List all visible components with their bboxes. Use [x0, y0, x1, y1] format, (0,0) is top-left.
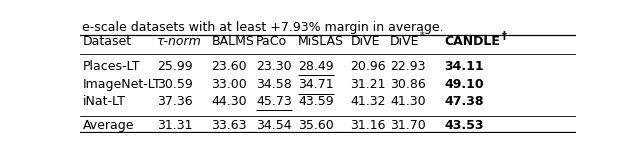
Text: 31.21: 31.21 [350, 78, 386, 91]
Text: 34.11: 34.11 [445, 60, 484, 73]
Text: iNat-LT: iNat-LT [83, 95, 125, 108]
Text: 49.10: 49.10 [445, 78, 484, 91]
Text: 22.93: 22.93 [390, 60, 426, 73]
Text: 33.63: 33.63 [211, 119, 247, 132]
Text: 43.59: 43.59 [298, 95, 334, 108]
Text: 35.60: 35.60 [298, 119, 334, 132]
Text: 30.86: 30.86 [390, 78, 426, 91]
Text: 45.73: 45.73 [256, 95, 292, 108]
Text: 33.00: 33.00 [211, 78, 247, 91]
Text: 31.16: 31.16 [350, 119, 386, 132]
Text: CANDLE: CANDLE [445, 35, 500, 48]
Text: Average: Average [83, 119, 134, 132]
Text: 47.38: 47.38 [445, 95, 484, 108]
Text: 23.60: 23.60 [211, 60, 247, 73]
Text: BALMS: BALMS [211, 35, 254, 48]
Text: 43.53: 43.53 [445, 119, 484, 132]
Text: 41.32: 41.32 [350, 95, 386, 108]
Text: 31.31: 31.31 [157, 119, 193, 132]
Text: *: * [420, 31, 425, 41]
Text: 31.70: 31.70 [390, 119, 426, 132]
Text: 34.54: 34.54 [256, 119, 292, 132]
Text: 30.59: 30.59 [157, 78, 193, 91]
Text: 34.58: 34.58 [256, 78, 292, 91]
Text: 23.30: 23.30 [256, 60, 292, 73]
Text: 41.30: 41.30 [390, 95, 426, 108]
Text: 20.96: 20.96 [350, 60, 386, 73]
Text: Dataset: Dataset [83, 35, 132, 48]
Text: Places-LT: Places-LT [83, 60, 140, 73]
Text: †: † [501, 31, 506, 41]
Text: 25.99: 25.99 [157, 60, 193, 73]
Text: PaCo: PaCo [256, 35, 287, 48]
Text: ImageNet-LT: ImageNet-LT [83, 78, 161, 91]
Text: DiVE: DiVE [390, 35, 419, 48]
Text: τ-norm: τ-norm [157, 35, 202, 48]
Text: DiVE: DiVE [350, 35, 380, 48]
Text: 37.36: 37.36 [157, 95, 193, 108]
Text: e-scale datasets with at least +7.93% margin in average.: e-scale datasets with at least +7.93% ma… [83, 21, 444, 34]
Text: 44.30: 44.30 [211, 95, 247, 108]
Text: 34.71: 34.71 [298, 78, 334, 91]
Text: MiSLAS: MiSLAS [298, 35, 344, 48]
Text: 28.49: 28.49 [298, 60, 334, 73]
